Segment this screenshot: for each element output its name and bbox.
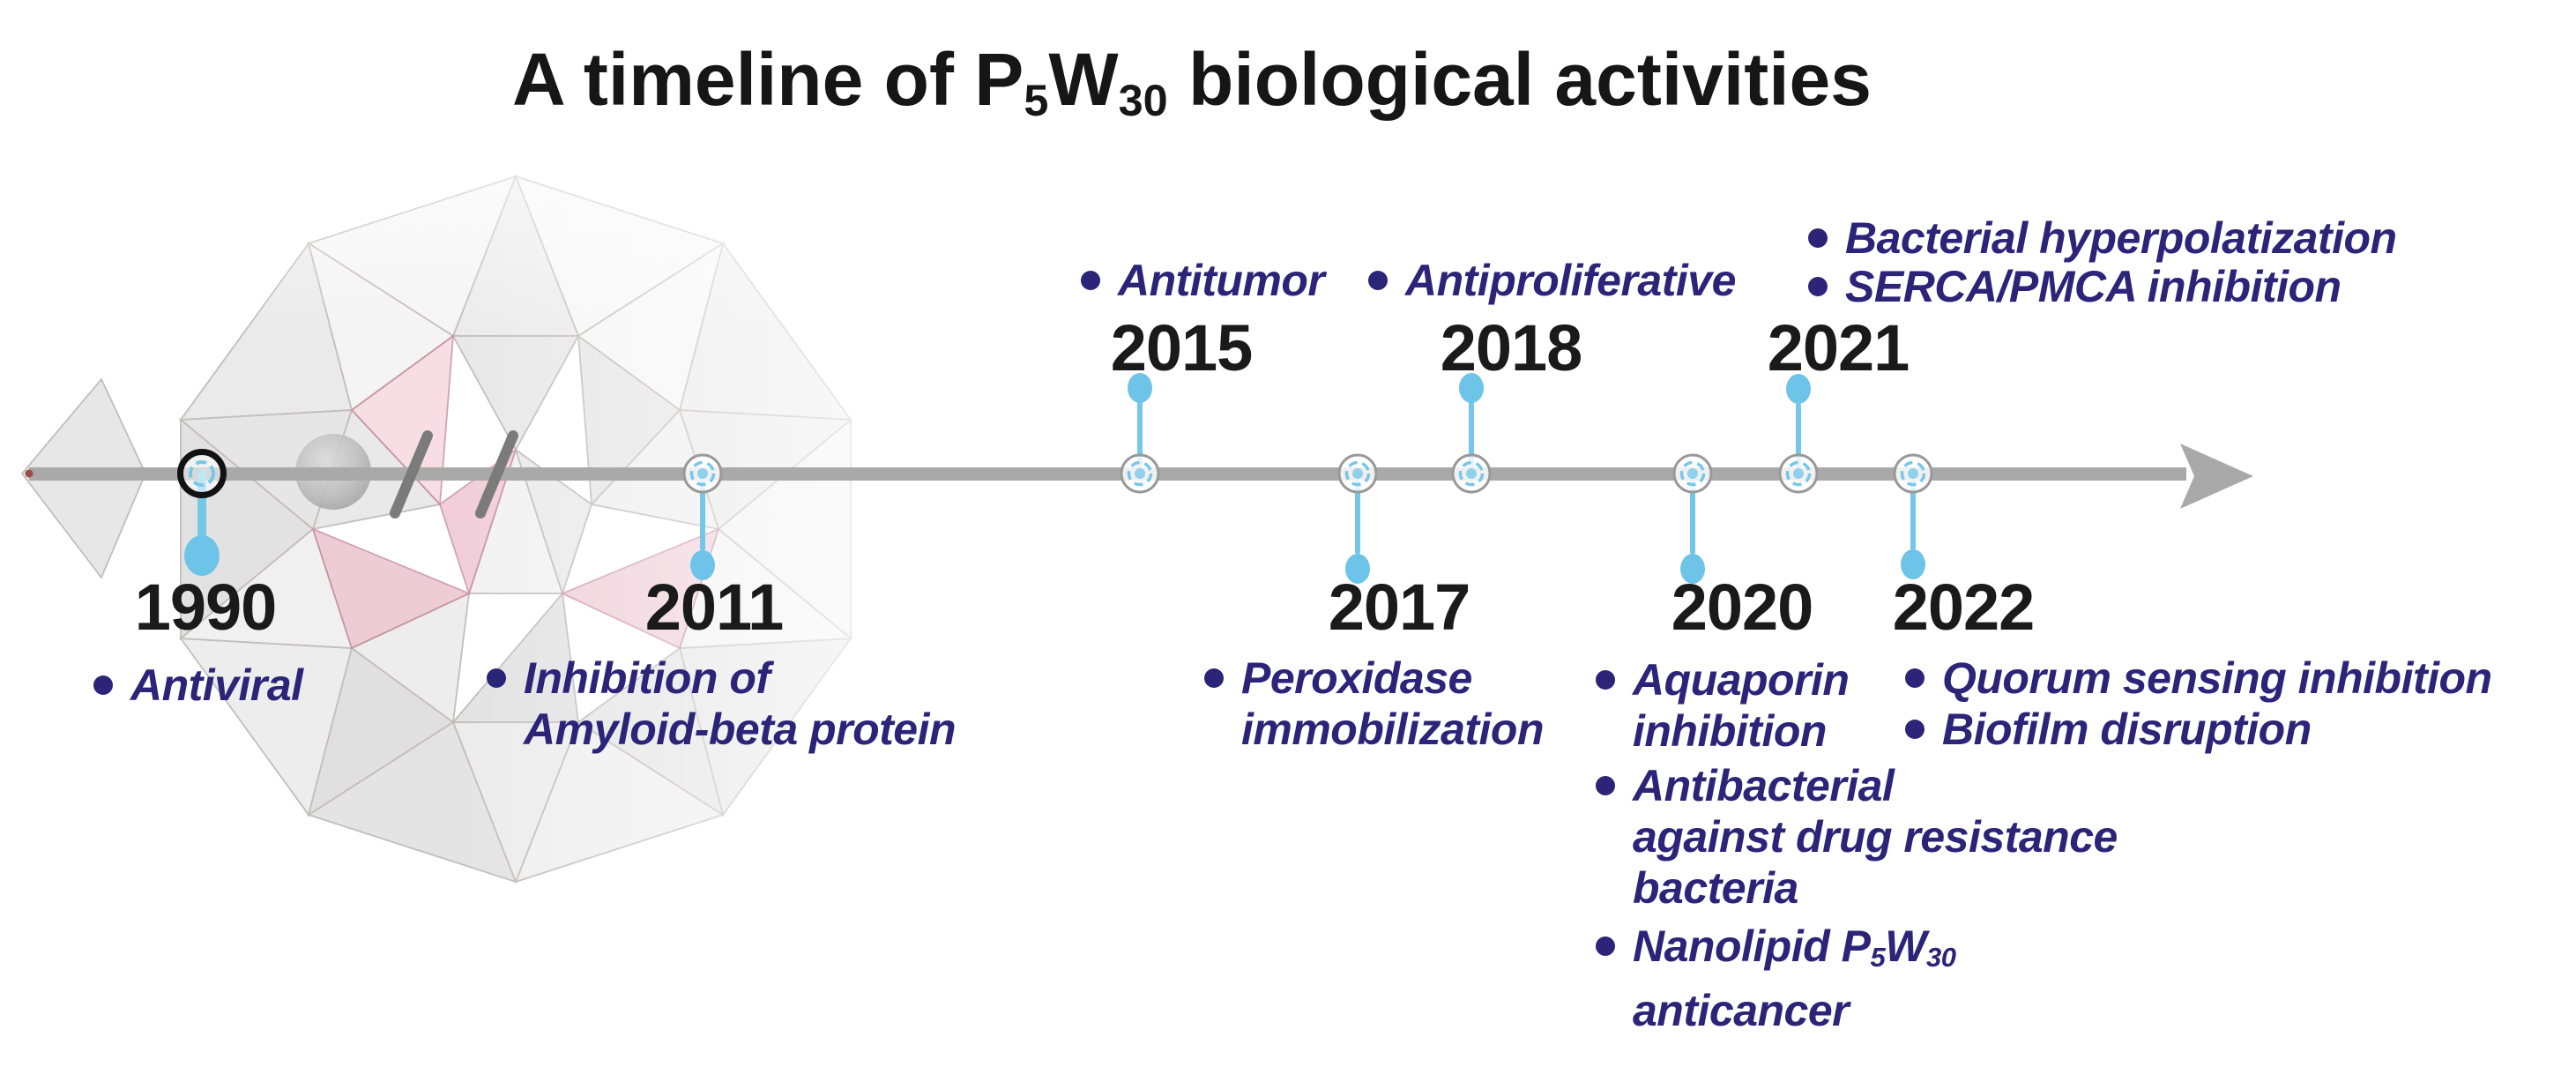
bullet-line: against drug resistance	[1633, 812, 2118, 862]
title-text: W	[1048, 38, 1119, 121]
bullet-text: W	[1885, 922, 1926, 971]
bullet-dot-icon	[1081, 271, 1100, 290]
right-arrow-icon	[2180, 444, 2253, 509]
event-bullets-2021: Bacterial hyperpolatization SERCA/PMCA i…	[1808, 214, 2397, 311]
title-text: biological activities	[1167, 38, 1872, 121]
bullet-line: Antitumor	[1118, 256, 1325, 305]
year-label-2022: 2022	[1892, 571, 2036, 644]
bullet-item: Peroxidase immobilization	[1204, 653, 1545, 755]
bullet-line: anticancer	[1633, 986, 1850, 1035]
marker-2017	[1337, 453, 1378, 494]
bullet-dot-icon	[1596, 776, 1615, 795]
bullet-dot-icon	[1808, 277, 1828, 296]
bullet-line: inhibition	[1633, 706, 1827, 756]
bullet-line: Aquaporin	[1633, 655, 1850, 705]
bullet-item: Antiproliferative	[1368, 255, 1736, 306]
event-bullets-1990: Antiviral	[93, 660, 303, 711]
marker-1990	[177, 449, 227, 498]
year-label-2020: 2020	[1671, 571, 1814, 644]
stem-end-dots	[184, 373, 1925, 584]
title-subscript: 30	[1118, 75, 1168, 126]
bullet-dot-icon	[487, 668, 506, 688]
bullet-dot-icon	[1596, 670, 1615, 690]
break-mark-icon	[475, 430, 518, 519]
bullet-dot-icon	[1905, 668, 1925, 688]
bullet-text: Nanolipid P	[1633, 922, 1871, 971]
stem-dot-2020	[1680, 554, 1705, 584]
bullet-item: Bacterial hyperpolatization	[1808, 214, 2397, 263]
bullet-dot-icon	[93, 675, 113, 695]
bullet-line: Amyloid-beta protein	[524, 705, 957, 754]
marker-2021	[1778, 453, 1819, 494]
stem-dot-2018	[1459, 373, 1484, 403]
molecule-fade-top	[18, 132, 1040, 335]
event-bullets-2017: Peroxidase immobilization	[1204, 653, 1545, 755]
break-mark-icon	[390, 430, 433, 519]
marker-2022	[1893, 453, 1933, 494]
bullet-line: SERCA/PMCA inhibition	[1845, 262, 2341, 311]
stem-dot-1990	[184, 535, 220, 576]
bullet-subscript: 30	[1925, 942, 1956, 974]
bullet-dot-icon	[1368, 271, 1388, 290]
bullet-line: Antiviral	[130, 660, 303, 710]
bullet-dot-icon	[1905, 720, 1925, 739]
bullet-line: bacteria	[1633, 863, 1798, 913]
event-bullets-2018: Antiproliferative	[1368, 255, 1736, 306]
year-label-1990: 1990	[134, 571, 278, 644]
bullet-dot-icon	[1596, 936, 1615, 956]
stem-dot-2011	[690, 550, 715, 580]
stem-dot-2017	[1345, 554, 1370, 584]
bullet-item: Biofilm disruption	[1905, 704, 2492, 755]
year-label-2015: 2015	[1110, 311, 1254, 384]
bullet-line: Bacterial hyperpolatization	[1845, 213, 2397, 263]
bullet-item: Antiviral	[93, 660, 303, 711]
marker-2018	[1451, 453, 1492, 494]
bullet-line: Nanolipid P5W30	[1633, 921, 2118, 972]
marker-2020	[1672, 453, 1713, 494]
bullet-item: Inhibition of Amyloid-beta protein	[487, 653, 957, 755]
event-bullets-2015: Antitumor	[1081, 255, 1325, 306]
timeline-bar	[29, 467, 2186, 481]
bullet-line: Antibacterial	[1633, 761, 1895, 810]
year-label-2021: 2021	[1767, 311, 1910, 384]
bullet-item: Nanolipid P5W30 anticancer	[1596, 921, 2118, 1036]
bullet-item: SERCA/PMCA inhibition	[1808, 263, 2397, 311]
bullet-dot-icon	[1808, 228, 1828, 248]
bullet-line: Quorum sensing inhibition	[1942, 653, 2492, 703]
bullet-line: Peroxidase	[1241, 653, 1472, 703]
bullet-item: Quorum sensing inhibition	[1905, 653, 2492, 704]
year-label-2018: 2018	[1440, 311, 1583, 384]
bullet-subscript: 5	[1870, 942, 1886, 974]
event-bullets-2020: Aquaporin inhibition Antibacterial again…	[1596, 654, 2118, 1036]
marker-2015	[1120, 453, 1160, 494]
bullet-line: immobilization	[1241, 705, 1545, 754]
title-subscript: 5	[1024, 75, 1049, 126]
stem-dot-2015	[1128, 373, 1152, 403]
title-text: A timeline of P	[512, 38, 1024, 121]
event-bullets-2022: Quorum sensing inhibition Biofilm disrup…	[1905, 653, 2492, 755]
bullet-line: Inhibition of	[524, 653, 771, 703]
event-bullets-2011: Inhibition of Amyloid-beta protein	[487, 653, 957, 755]
bullet-item: Antibacterial against drug resistance ba…	[1596, 760, 2118, 914]
bullet-dot-icon	[1204, 668, 1224, 688]
bullet-item: Antitumor	[1081, 255, 1325, 306]
axis-start-vertex-dot	[25, 469, 34, 478]
figure-title: A timeline of P5W30 biological activitie…	[512, 37, 1872, 123]
marker-2011	[682, 453, 723, 494]
year-label-2011: 2011	[644, 571, 785, 644]
stem-dot-2022	[1901, 549, 1925, 579]
year-label-2017: 2017	[1328, 571, 1471, 644]
bullet-line: Antiproliferative	[1405, 256, 1736, 305]
bullet-line: Biofilm disruption	[1942, 705, 2312, 754]
axis-break-marks	[390, 430, 518, 519]
bullet-item: Aquaporin inhibition	[1596, 654, 2118, 757]
stem-dot-2021	[1786, 374, 1811, 404]
